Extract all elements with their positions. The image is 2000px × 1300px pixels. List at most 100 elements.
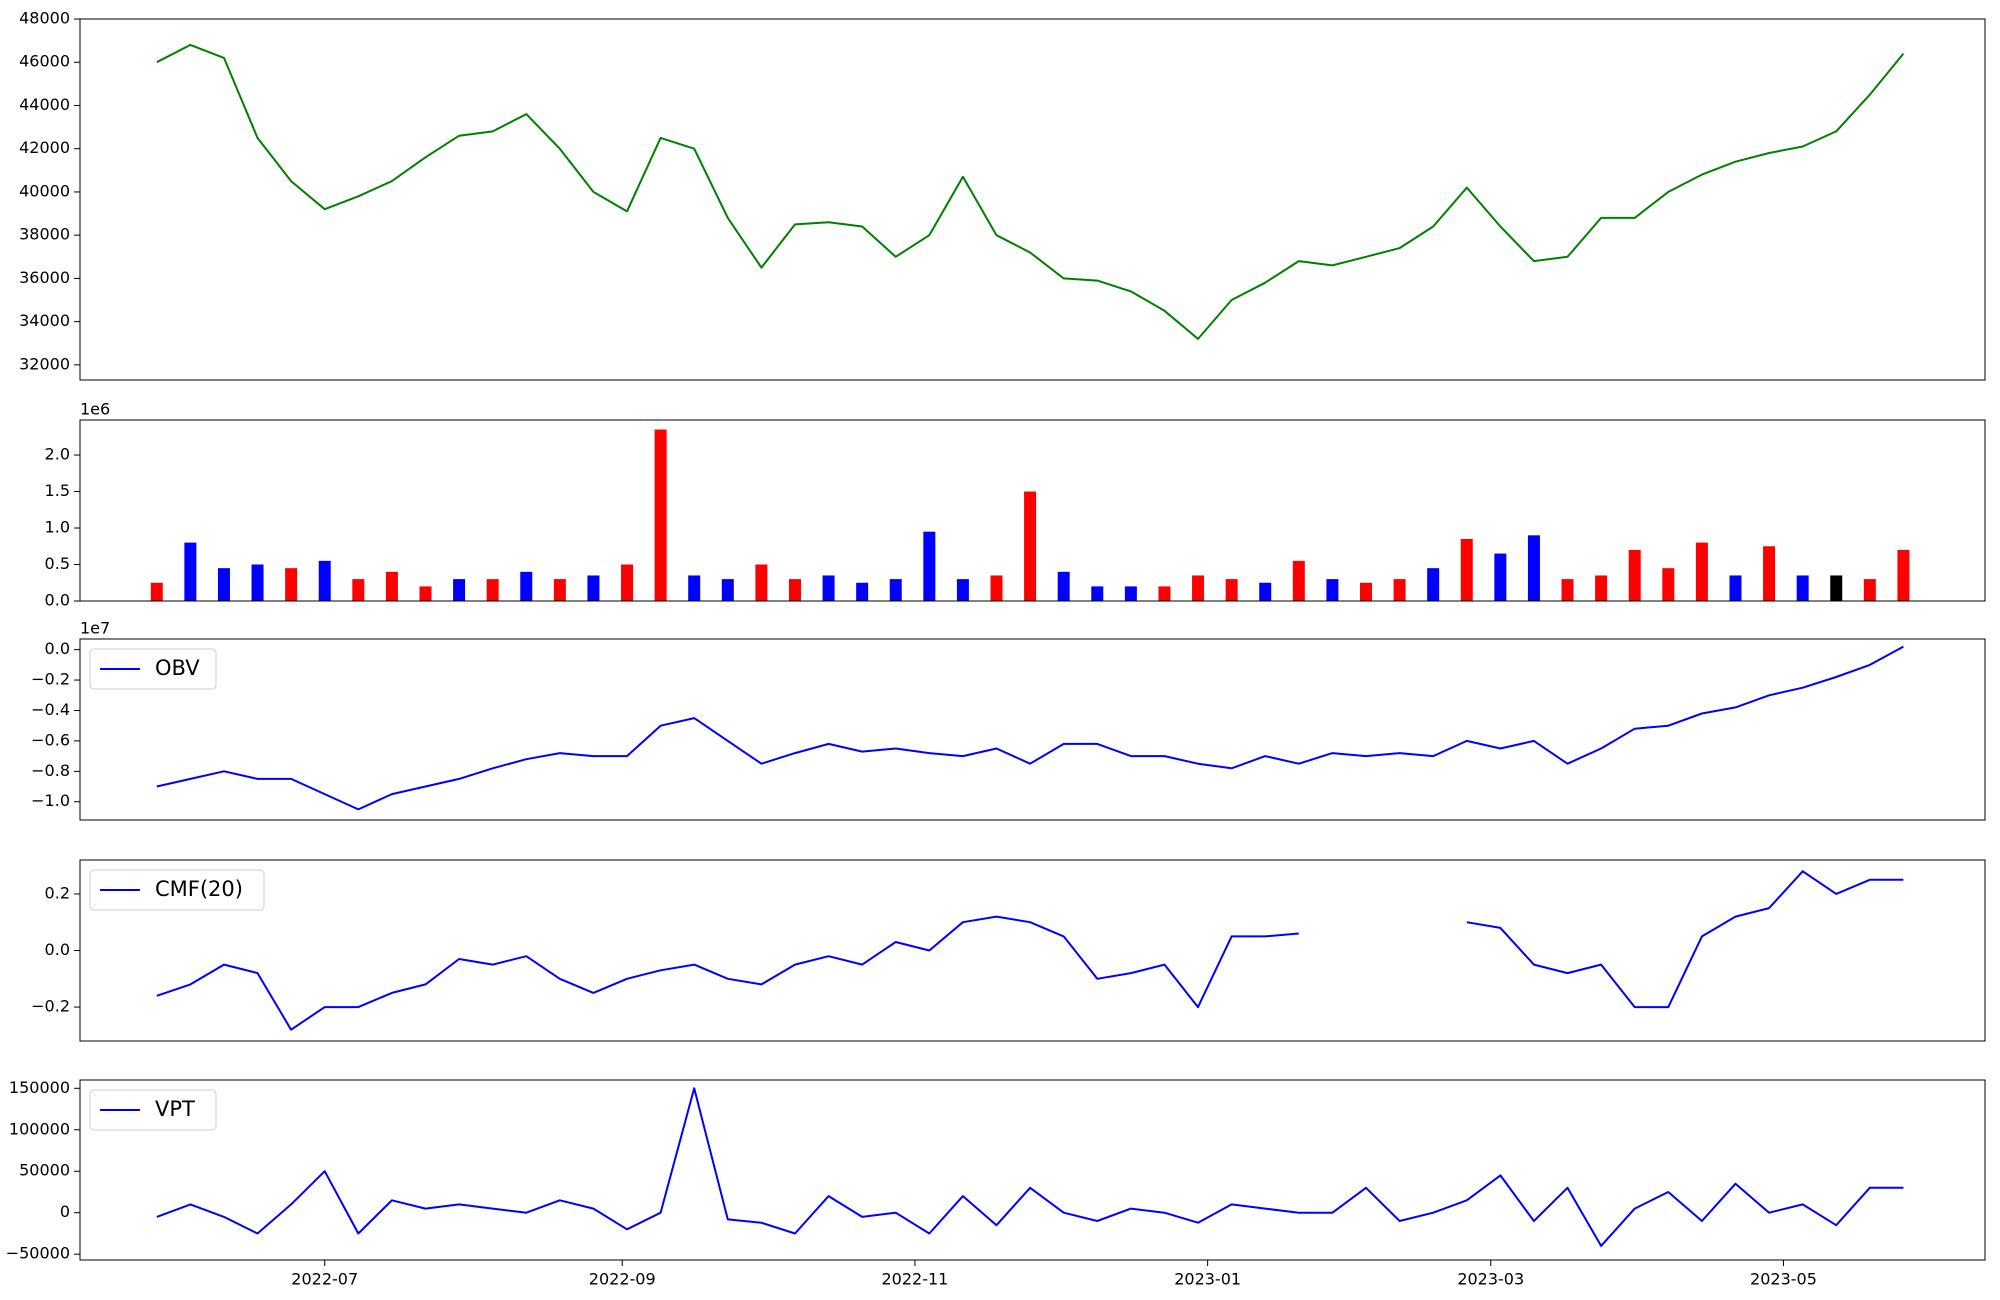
volume-bar (587, 575, 600, 601)
axes-frame (79, 859, 1986, 1042)
volume-bar (990, 575, 1003, 601)
volume-bar (184, 542, 197, 601)
volume-bar (318, 560, 331, 601)
legend-label: VPT (155, 1097, 195, 1121)
line-series (156, 1087, 1904, 1247)
y-tick-label: −0.2 (31, 997, 70, 1016)
volume-bar (217, 568, 230, 601)
y-tick-label: 1.0 (45, 518, 70, 537)
volume-bar (688, 575, 701, 601)
volume-bar (1124, 586, 1137, 601)
y-tick-label: 1.5 (45, 481, 70, 500)
y-tick-label: −0.4 (31, 700, 70, 719)
volume-bar (755, 564, 768, 601)
x-tick-label: 2023-05 (1750, 1270, 1817, 1289)
volume-bar (1024, 491, 1037, 601)
axis-offset-label: 1e6 (80, 400, 110, 419)
volume-bar (285, 568, 298, 601)
volume-bar (486, 579, 499, 601)
volume-bar (1863, 579, 1876, 601)
volume-bar (1158, 586, 1171, 601)
y-tick-label: 48000 (19, 9, 70, 28)
volume-bar (1259, 582, 1272, 601)
line-series (156, 645, 1904, 811)
volume-bar (352, 579, 365, 601)
legend-box (89, 648, 217, 690)
volume-bar (1427, 568, 1440, 601)
volume-bar (856, 582, 869, 601)
legend-label: OBV (155, 656, 200, 680)
volume-bar (1695, 542, 1708, 601)
volume-bar (1628, 549, 1641, 601)
volume-bar (1527, 535, 1540, 601)
y-tick-label: −0.8 (31, 761, 70, 780)
volume-bar (1796, 575, 1809, 601)
axis-offset-label: 1e7 (80, 619, 110, 638)
volume-bar (956, 579, 969, 601)
y-tick-label: 34000 (19, 311, 70, 330)
axes-frame (79, 419, 1986, 602)
y-tick-label: 32000 (19, 354, 70, 373)
axes-frame (79, 638, 1986, 821)
volume-bar (1561, 579, 1574, 601)
volume-bar (788, 579, 801, 601)
legend-box (89, 1089, 217, 1131)
volume-bar (1460, 538, 1473, 601)
volume-bar (1830, 575, 1843, 601)
volume-bar (453, 579, 466, 601)
legend-label: CMF(20) (155, 877, 243, 901)
volume-bar (251, 564, 264, 601)
volume-bar (1057, 571, 1070, 601)
volume-bar (822, 575, 835, 601)
y-tick-label: 44000 (19, 95, 70, 114)
line-series (156, 43, 1905, 340)
y-tick-label: 0.2 (45, 883, 70, 902)
volume-bar (1292, 560, 1305, 601)
volume-bar (1494, 553, 1507, 601)
volume-bar (889, 579, 902, 601)
y-tick-label: 0.0 (45, 639, 70, 658)
y-tick-label: 42000 (19, 138, 70, 157)
volume-bar (1393, 579, 1406, 601)
y-tick-label: 40000 (19, 181, 70, 200)
volume-bar (1897, 549, 1910, 601)
y-tick-label: −50000 (6, 1244, 70, 1263)
y-tick-label: 50000 (19, 1161, 70, 1180)
x-tick-label: 2022-11 (882, 1270, 949, 1289)
y-tick-label: 0.0 (45, 591, 70, 610)
y-tick-label: 150000 (9, 1078, 70, 1097)
y-tick-label: 46000 (19, 52, 70, 71)
x-tick-label: 2022-09 (589, 1270, 656, 1289)
axes-frame (79, 18, 1986, 381)
volume-bar (419, 586, 432, 601)
volume-bar (1091, 586, 1104, 601)
volume-bar (1763, 546, 1776, 601)
y-tick-label: 2.0 (45, 445, 70, 464)
volume-bar (1729, 575, 1742, 601)
y-tick-label: 0 (60, 1202, 70, 1221)
x-tick-label: 2023-03 (1457, 1270, 1524, 1289)
volume-bar (721, 579, 734, 601)
y-tick-label: −1.0 (31, 791, 70, 810)
x-tick-label: 2022-07 (291, 1270, 358, 1289)
y-tick-label: 0.5 (45, 554, 70, 573)
volume-bar (553, 579, 566, 601)
volume-bar (654, 429, 667, 601)
volume-bar (1225, 579, 1238, 601)
legend-box (89, 869, 265, 911)
y-tick-label: −0.6 (31, 730, 70, 749)
volume-bar (1326, 579, 1339, 601)
volume-bar (923, 531, 936, 601)
y-tick-label: 36000 (19, 268, 70, 287)
line-series (156, 870, 1904, 1031)
volume-bar (1595, 575, 1608, 601)
volume-bar (385, 571, 398, 601)
y-tick-label: 38000 (19, 225, 70, 244)
volume-bar (150, 582, 163, 601)
y-tick-label: −0.2 (31, 670, 70, 689)
volume-bar (520, 571, 533, 601)
volume-bar (1192, 575, 1205, 601)
y-tick-label: 0.0 (45, 940, 70, 959)
axes-frame (79, 1079, 1986, 1261)
